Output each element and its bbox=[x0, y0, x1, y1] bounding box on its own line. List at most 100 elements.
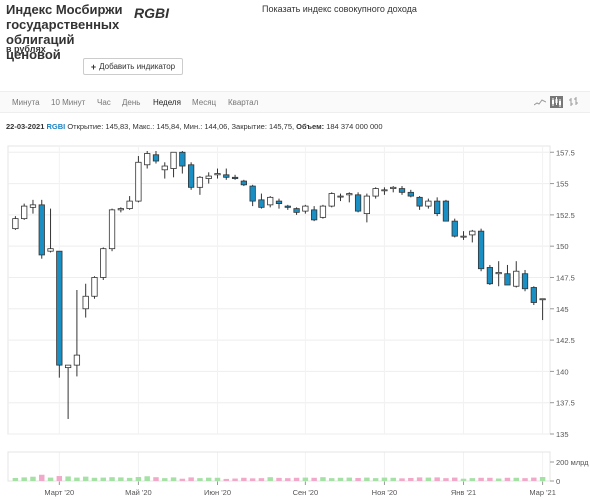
y-tick-label: 137.5 bbox=[556, 399, 575, 408]
tab-day[interactable]: День bbox=[122, 98, 141, 107]
volume-bar bbox=[320, 477, 326, 481]
candle-body bbox=[319, 205, 327, 218]
candle-body bbox=[47, 248, 54, 252]
candle-body bbox=[196, 176, 204, 188]
candle-body bbox=[179, 151, 186, 167]
info-ticker: RGBI bbox=[46, 122, 66, 131]
add-indicator-label: Добавить индикатор bbox=[99, 62, 176, 71]
candle-body bbox=[513, 270, 520, 287]
candle-body bbox=[126, 200, 133, 210]
candle-body bbox=[363, 195, 370, 215]
info-open: 145,83 bbox=[105, 122, 129, 131]
info-close: 145,75 bbox=[269, 122, 292, 131]
volume-bar bbox=[302, 477, 309, 481]
candle-body bbox=[240, 180, 247, 186]
volume-bar bbox=[91, 477, 98, 481]
tab-month[interactable]: Месяц bbox=[192, 98, 217, 107]
volume-bar bbox=[188, 477, 194, 481]
y-tick-label: 145 bbox=[556, 305, 569, 314]
volume-bar bbox=[531, 477, 537, 481]
page-title: Индекс Мосбиржи государственных облигаци… bbox=[6, 2, 123, 62]
volume-zero-label: 0 bbox=[556, 477, 560, 486]
candle-body bbox=[469, 230, 476, 236]
volume-bar bbox=[241, 477, 247, 481]
add-indicator-button[interactable]: + Добавить индикатор bbox=[83, 58, 183, 75]
volume-bar bbox=[100, 477, 106, 481]
info-date: 22-03-2021 bbox=[6, 122, 45, 131]
candle-body bbox=[398, 188, 406, 193]
ticker-label: RGBI bbox=[134, 5, 169, 21]
candle-body bbox=[64, 364, 72, 369]
info-low-label: Мин.: bbox=[183, 122, 203, 131]
volume-bar bbox=[39, 474, 45, 481]
candle-body bbox=[100, 248, 107, 278]
x-tick-label: Июн '20 bbox=[204, 488, 231, 497]
candle-body bbox=[372, 188, 379, 197]
volume-bar bbox=[232, 478, 238, 481]
candle-body bbox=[275, 200, 283, 205]
candle-body bbox=[451, 220, 458, 237]
volume-bar bbox=[460, 478, 467, 481]
candle-body bbox=[416, 196, 423, 207]
volume-bar bbox=[205, 477, 212, 481]
tab-10-minutes[interactable]: 10 Минут bbox=[51, 98, 86, 107]
volume-bar bbox=[109, 477, 115, 481]
y-tick-label: 140 bbox=[556, 367, 569, 376]
candle-body bbox=[504, 273, 511, 286]
candle-body bbox=[539, 298, 546, 301]
volume-bar bbox=[293, 477, 300, 481]
candle-body bbox=[21, 205, 28, 220]
y-tick-label: 155 bbox=[556, 180, 569, 189]
x-tick-label: Май '20 bbox=[125, 488, 152, 497]
candle-body bbox=[302, 205, 309, 212]
candle-body bbox=[434, 200, 441, 215]
tab-minute[interactable]: Минута bbox=[12, 98, 40, 107]
volume-bar bbox=[170, 477, 177, 481]
tab-hour[interactable]: Час bbox=[97, 98, 111, 107]
volume-bar bbox=[495, 478, 502, 481]
total-return-link[interactable]: Показать индекс совокупного дохода bbox=[262, 4, 417, 14]
candle-body bbox=[38, 204, 45, 256]
volume-bar bbox=[364, 477, 370, 481]
volume-bar bbox=[223, 478, 230, 481]
volume-bar bbox=[82, 476, 89, 481]
candle-body bbox=[495, 272, 502, 275]
y-tick-label: 150 bbox=[556, 242, 569, 251]
volume-bar bbox=[408, 477, 414, 481]
x-tick-label: Март '20 bbox=[44, 488, 74, 497]
candlestick-icon[interactable] bbox=[550, 96, 563, 108]
timeframe-tabs: Минута 10 Минут Час День Неделя Месяц Кв… bbox=[0, 91, 590, 113]
candle-body bbox=[267, 196, 274, 206]
candle-body bbox=[530, 287, 537, 303]
volume-bar bbox=[311, 477, 317, 481]
volume-bar bbox=[425, 477, 432, 481]
volume-bar bbox=[258, 478, 265, 481]
volume-bar bbox=[153, 477, 159, 481]
volume-bar bbox=[118, 477, 124, 481]
bar-chart-icon[interactable] bbox=[567, 96, 580, 108]
candle-body bbox=[144, 153, 151, 166]
volume-bar bbox=[30, 476, 36, 481]
candle-body bbox=[425, 200, 432, 207]
volume-bar bbox=[337, 477, 344, 481]
candle-body bbox=[56, 250, 63, 366]
candle-body bbox=[205, 175, 212, 179]
candle-body bbox=[188, 164, 195, 188]
tab-week[interactable]: Неделя bbox=[153, 98, 181, 107]
candle-body bbox=[152, 154, 160, 162]
volume-bar bbox=[513, 477, 519, 481]
candle-body bbox=[117, 208, 124, 211]
candle-body bbox=[161, 165, 168, 171]
line-chart-icon[interactable] bbox=[533, 96, 546, 108]
volume-bar bbox=[443, 478, 449, 481]
candle-body bbox=[12, 218, 19, 230]
plus-icon: + bbox=[90, 61, 97, 72]
volume-bar bbox=[162, 478, 168, 481]
y-tick-label: 157.5 bbox=[556, 148, 575, 157]
tab-quarter[interactable]: Квартал bbox=[228, 98, 259, 107]
candle-body bbox=[311, 209, 318, 221]
y-tick-label: 135 bbox=[556, 430, 569, 439]
volume-bar bbox=[381, 477, 388, 481]
volume-bar bbox=[74, 477, 80, 481]
